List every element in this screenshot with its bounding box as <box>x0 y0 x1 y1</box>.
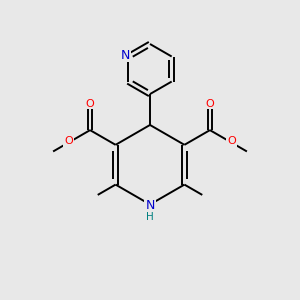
Text: O: O <box>206 99 214 109</box>
Text: H: H <box>146 212 154 222</box>
Text: N: N <box>121 49 130 62</box>
Text: O: O <box>86 99 94 109</box>
Text: O: O <box>227 136 236 146</box>
Text: O: O <box>64 136 73 146</box>
Text: N: N <box>145 200 155 212</box>
